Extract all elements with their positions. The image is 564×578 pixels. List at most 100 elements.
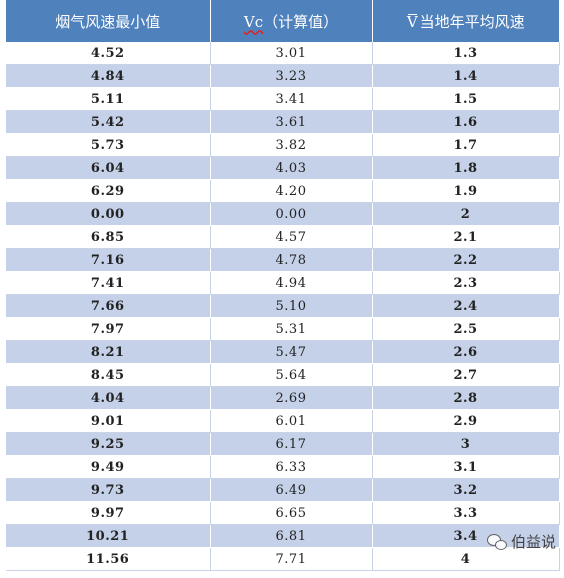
cell-min-flue-gas-speed: 5.11 — [6, 87, 211, 111]
cell-min-flue-gas-speed: 4.84 — [6, 64, 211, 88]
cell-local-annual-avg-wind: 2.7 — [372, 363, 560, 387]
cell-vc-calculated: 3.61 — [210, 110, 373, 134]
cell-min-flue-gas-speed: 7.66 — [6, 294, 211, 318]
cell-min-flue-gas-speed: 4.52 — [6, 42, 211, 65]
table-row: 9.01 6.01 2.9 — [6, 409, 560, 433]
cell-min-flue-gas-speed: 6.85 — [6, 225, 211, 249]
cell-min-flue-gas-speed: 9.49 — [6, 455, 211, 479]
v-bar-symbol: V — [406, 12, 418, 31]
cell-local-annual-avg-wind: 4 — [372, 547, 560, 571]
cell-vc-calculated: 4.20 — [210, 179, 373, 203]
table-row: 10.21 6.81 3.4 — [6, 524, 560, 548]
table-row: 9.97 6.65 3.3 — [6, 501, 560, 525]
cell-local-annual-avg-wind: 3.2 — [372, 478, 560, 502]
cell-vc-calculated: 6.81 — [210, 524, 373, 548]
cell-vc-calculated: 5.64 — [210, 363, 373, 387]
cell-vc-calculated: 3.82 — [210, 133, 373, 157]
cell-vc-calculated: 3.41 — [210, 87, 373, 111]
header-row: 烟气风速最小值 Vc（计算值） V 当地年平均风速 — [6, 0, 559, 42]
cell-local-annual-avg-wind: 1.8 — [372, 156, 560, 180]
cell-min-flue-gas-speed: 11.56 — [6, 547, 211, 571]
table-row: 8.21 5.47 2.6 — [6, 340, 560, 364]
cell-local-annual-avg-wind: 2.3 — [372, 271, 560, 295]
header-local-annual-avg-wind: V 当地年平均风速 — [372, 0, 559, 42]
cell-vc-calculated: 7.71 — [210, 547, 373, 571]
cell-vc-calculated: 6.33 — [210, 455, 373, 479]
cell-min-flue-gas-speed: 7.97 — [6, 317, 211, 341]
watermark-text: 伯益说 — [510, 533, 556, 551]
table-row: 0.00 0.00 2 — [6, 202, 560, 226]
table-row: 7.16 4.78 2.2 — [6, 248, 560, 272]
cell-local-annual-avg-wind: 2.6 — [372, 340, 560, 364]
cell-vc-calculated: 5.47 — [210, 340, 373, 364]
cell-vc-calculated: 4.03 — [210, 156, 373, 180]
table-row: 9.49 6.33 3.1 — [6, 455, 560, 479]
cell-local-annual-avg-wind: 3 — [372, 432, 560, 456]
cell-vc-calculated: 2.69 — [210, 386, 373, 410]
cell-min-flue-gas-speed: 8.21 — [6, 340, 211, 364]
cell-local-annual-avg-wind: 2.1 — [372, 225, 560, 249]
cell-min-flue-gas-speed: 4.04 — [6, 386, 211, 410]
table-row: 6.85 4.57 2.1 — [6, 225, 560, 249]
cell-vc-calculated: 3.01 — [210, 42, 373, 65]
table-row: 4.52 3.01 1.3 — [6, 42, 560, 65]
cell-vc-calculated: 5.10 — [210, 294, 373, 318]
table-row: 5.42 3.61 1.6 — [6, 110, 560, 134]
cell-min-flue-gas-speed: 7.16 — [6, 248, 211, 272]
table-row: 7.66 5.10 2.4 — [6, 294, 560, 318]
data-table: 烟气风速最小值 Vc（计算值） V 当地年平均风速 4.52 3.01 1.3 4.84… — [6, 0, 560, 571]
avg-wind-label: 当地年平均风速 — [419, 12, 525, 31]
cell-local-annual-avg-wind: 2.8 — [372, 386, 560, 410]
table-row: 8.45 5.64 2.7 — [6, 363, 560, 387]
cell-vc-calculated: 4.94 — [210, 271, 373, 295]
cell-min-flue-gas-speed: 9.25 — [6, 432, 211, 456]
cell-min-flue-gas-speed: 6.29 — [6, 179, 211, 203]
cell-vc-calculated: 6.17 — [210, 432, 373, 456]
cell-min-flue-gas-speed: 9.73 — [6, 478, 211, 502]
cell-min-flue-gas-speed: 10.21 — [6, 524, 211, 548]
cell-local-annual-avg-wind: 1.5 — [372, 87, 560, 111]
vc-label: （计算值） — [263, 12, 339, 31]
cell-local-annual-avg-wind: 1.6 — [372, 110, 560, 134]
cell-vc-calculated: 6.65 — [210, 501, 373, 525]
cell-local-annual-avg-wind: 3.3 — [372, 501, 560, 525]
cell-local-annual-avg-wind: 2.2 — [372, 248, 560, 272]
cell-local-annual-avg-wind: 1.7 — [372, 133, 560, 157]
cell-local-annual-avg-wind: 2.4 — [372, 294, 560, 318]
cell-local-annual-avg-wind: 3.4 — [372, 524, 560, 548]
cell-local-annual-avg-wind: 1.9 — [372, 179, 560, 203]
cell-min-flue-gas-speed: 0.00 — [6, 202, 211, 226]
cell-min-flue-gas-speed: 6.04 — [6, 156, 211, 180]
table-body: 4.52 3.01 1.3 4.84 3.23 1.4 5.11 3.41 1.5 5.42 3.6… — [6, 42, 560, 571]
cell-min-flue-gas-speed: 9.97 — [6, 501, 211, 525]
wechat-icon — [486, 533, 507, 550]
table-row: 11.56 7.71 4 — [6, 547, 560, 571]
cell-vc-calculated: 6.01 — [210, 409, 373, 433]
vc-symbol: Vc — [243, 12, 264, 31]
table-row: 9.25 6.17 3 — [6, 432, 560, 456]
cell-vc-calculated: 5.31 — [210, 317, 373, 341]
cell-vc-calculated: 3.23 — [210, 64, 373, 88]
watermark: 伯益说 — [486, 531, 556, 552]
table-row: 9.73 6.49 3.2 — [6, 478, 560, 502]
table-row: 5.11 3.41 1.5 — [6, 87, 560, 111]
cell-vc-calculated: 4.78 — [210, 248, 373, 272]
cell-local-annual-avg-wind: 2.5 — [372, 317, 560, 341]
cell-min-flue-gas-speed: 9.01 — [6, 409, 211, 433]
cell-local-annual-avg-wind: 1.4 — [372, 64, 560, 88]
cell-min-flue-gas-speed: 5.73 — [6, 133, 211, 157]
cell-local-annual-avg-wind: 2 — [372, 202, 560, 226]
cell-min-flue-gas-speed: 5.42 — [6, 110, 211, 134]
table-row: 4.04 2.69 2.8 — [6, 386, 560, 410]
cell-local-annual-avg-wind: 1.3 — [372, 42, 560, 65]
cell-min-flue-gas-speed: 7.41 — [6, 271, 211, 295]
cell-vc-calculated: 4.57 — [210, 225, 373, 249]
cell-vc-calculated: 0.00 — [210, 202, 373, 226]
cell-local-annual-avg-wind: 3.1 — [372, 455, 560, 479]
cell-min-flue-gas-speed: 8.45 — [6, 363, 211, 387]
table-row: 6.29 4.20 1.9 — [6, 179, 560, 203]
header-min-flue-gas-speed: 烟气风速最小值 — [6, 0, 211, 42]
table-row: 7.41 4.94 2.3 — [6, 271, 560, 295]
cell-local-annual-avg-wind: 2.9 — [372, 409, 560, 433]
table-row: 4.84 3.23 1.4 — [6, 64, 560, 88]
